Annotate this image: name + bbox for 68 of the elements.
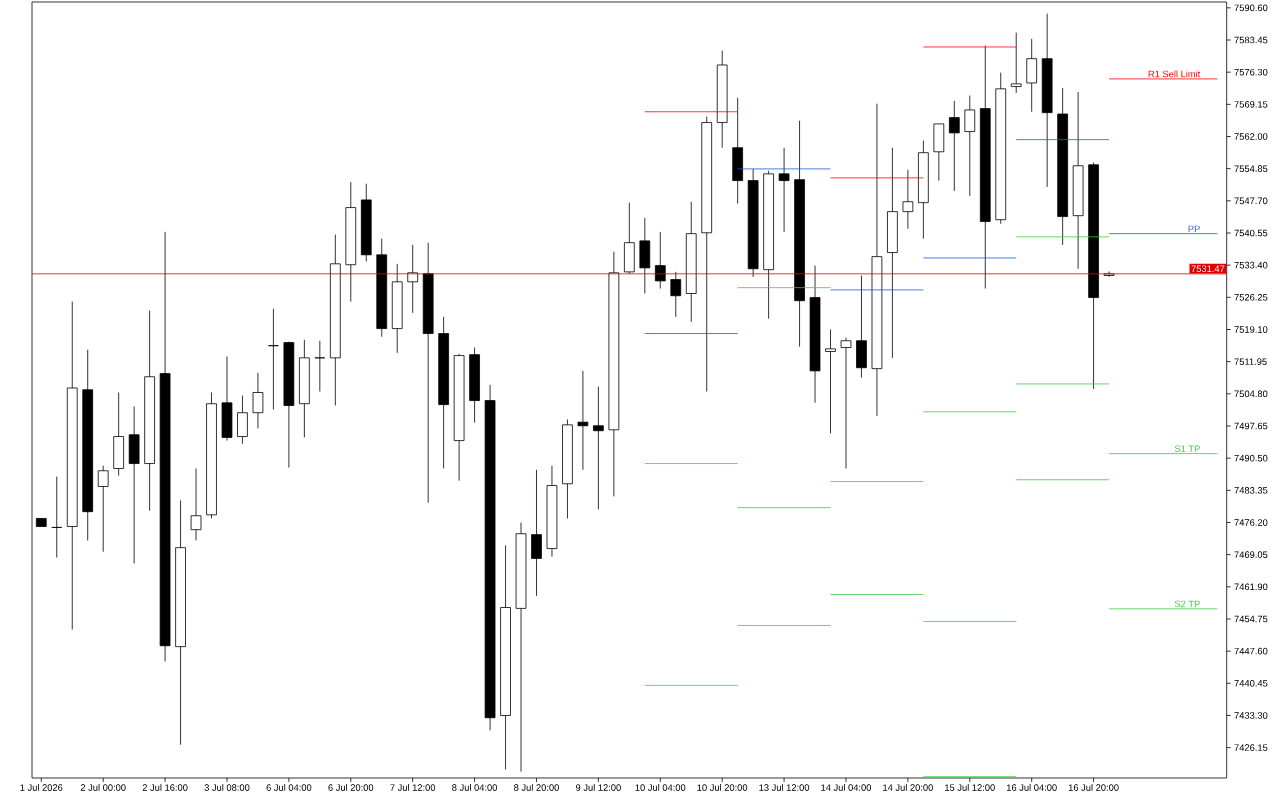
y-tick-label: 7461.90 [1234, 583, 1268, 591]
y-tick-label: 7511.95 [1234, 358, 1267, 365]
x-tick-label: 10 Jul 20:00 [697, 784, 748, 791]
ref-line-label: 7531.47 [1191, 265, 1225, 272]
x-tick-label: 15 Jul 12:00 [945, 784, 995, 791]
y-tick-label: 7583.45 [1234, 36, 1268, 44]
x-tick-label: 9 Jul 12:00 [576, 784, 621, 791]
x-tick-label: 2 Jul 16:00 [142, 784, 188, 791]
candlestick [1103, 271, 1115, 278]
candlestick [237, 395, 248, 445]
candlestick [1010, 32, 1022, 94]
x-tick-label: 6 Jul 04:00 [266, 784, 312, 791]
x-tick-label: 14 Jul 04:00 [821, 784, 872, 791]
y-tick-label: 7476.20 [1234, 519, 1268, 526]
series-label: PP [1188, 225, 1200, 233]
y-tick-label: 7547.70 [1234, 197, 1268, 205]
candlestick [577, 370, 589, 471]
x-tick-label: 6 Jul 20:00 [328, 784, 374, 791]
y-tick-label: 7569.15 [1234, 101, 1268, 108]
candlestick [268, 308, 279, 410]
candlestick [964, 95, 976, 197]
x-tick-label: 2 Jul 00:00 [80, 784, 126, 791]
candlestick [314, 340, 326, 392]
y-tick-label: 7540.55 [1234, 229, 1268, 237]
x-tick-label: 10 Jul 04:00 [635, 784, 686, 791]
x-tick-label: 3 Jul 08:00 [204, 784, 250, 791]
y-tick-label: 7447.60 [1234, 647, 1268, 655]
y-tick-label: 7526.25 [1234, 294, 1268, 301]
y-tick-label: 7497.65 [1234, 422, 1268, 430]
candlestick [252, 372, 264, 429]
y-tick-label: 7454.75 [1234, 615, 1268, 623]
y-tick-label: 7576.30 [1234, 68, 1268, 76]
y-tick-label: 7590.60 [1234, 4, 1268, 12]
x-tick-label: 13 Jul 12:00 [759, 784, 810, 791]
candlestick [407, 244, 419, 314]
x-tick-label: 7 Jul 12:00 [390, 784, 436, 791]
candlestick [840, 337, 852, 469]
x-tick-label: 8 Jul 04:00 [452, 784, 498, 791]
y-tick-label: 7483.35 [1234, 487, 1268, 494]
candlestick [825, 329, 836, 434]
y-tick-label: 7440.45 [1234, 680, 1268, 687]
x-tick-label: 8 Jul 20:00 [514, 784, 559, 791]
y-tick-label: 7426.15 [1234, 744, 1268, 751]
x-tick-label: 1 Jul 2026 [20, 784, 63, 791]
candlestick [654, 231, 666, 289]
y-tick-label: 7533.40 [1234, 261, 1268, 269]
candlestick [51, 476, 63, 558]
series-label: S2 TP [1174, 600, 1200, 608]
y-tick-label: 7490.50 [1234, 454, 1268, 462]
candlestick [531, 469, 542, 597]
x-tick-label: 16 Jul 04:00 [1006, 784, 1057, 791]
x-tick-label: 16 Jul 20:00 [1068, 784, 1119, 791]
y-tick-label: 7433.30 [1234, 712, 1268, 719]
series-label: R1 Sell Limit [1148, 70, 1201, 78]
y-tick-label: 7554.85 [1234, 165, 1268, 172]
candlestick [593, 386, 604, 510]
candlestick [97, 465, 109, 553]
y-tick-label: 7562.00 [1234, 133, 1268, 140]
candlestick [948, 100, 960, 192]
candlestick [190, 468, 202, 541]
y-tick-label: 7469.05 [1234, 551, 1268, 558]
y-tick-label: 7504.80 [1234, 390, 1268, 398]
y-tick-label: 7519.10 [1234, 326, 1268, 333]
series-label: S1 TP [1174, 445, 1200, 453]
x-tick-label: 14 Jul 20:00 [883, 784, 933, 791]
candlestick [670, 271, 682, 318]
candlestick [902, 169, 914, 230]
candlestick [778, 147, 790, 233]
